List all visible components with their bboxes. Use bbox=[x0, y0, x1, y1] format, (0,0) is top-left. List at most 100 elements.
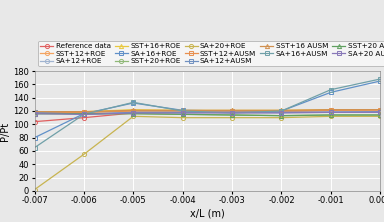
SST+20 AUSM bbox=[82, 112, 86, 115]
SST+20+ROE bbox=[32, 112, 37, 115]
SA+12+AUSM bbox=[131, 111, 136, 114]
SST+12+ROE bbox=[230, 110, 234, 112]
Line: SST+16+ROE: SST+16+ROE bbox=[33, 108, 382, 114]
SST+20 AUSM bbox=[131, 112, 136, 115]
SA+20+ROE bbox=[131, 115, 136, 118]
SST+16+ROE bbox=[378, 108, 382, 111]
Reference data bbox=[279, 110, 284, 113]
SST+12+AUSM bbox=[279, 110, 284, 112]
SA+16+ROE bbox=[279, 110, 284, 112]
SST+12+ROE bbox=[328, 109, 333, 112]
SA+12+ROE bbox=[131, 111, 136, 114]
SA+20 AUSM bbox=[180, 112, 185, 114]
SA+16+AUSM bbox=[131, 101, 136, 104]
SST+20 AUSM bbox=[378, 114, 382, 116]
SST+20+ROE bbox=[378, 114, 382, 116]
Reference data bbox=[32, 120, 37, 123]
SST+12+AUSM bbox=[180, 110, 185, 112]
SA+12+ROE bbox=[180, 111, 185, 114]
SA+12+ROE bbox=[328, 110, 333, 113]
Line: SA+16+ROE: SA+16+ROE bbox=[33, 79, 382, 140]
SST+12+ROE bbox=[378, 108, 382, 111]
SA+20 AUSM bbox=[131, 112, 136, 114]
SST+16+ROE bbox=[131, 108, 136, 111]
SST+16 AUSM bbox=[279, 109, 284, 112]
Line: SST+16 AUSM: SST+16 AUSM bbox=[33, 108, 382, 114]
SST+16 AUSM bbox=[82, 110, 86, 113]
SA+16+AUSM bbox=[230, 112, 234, 114]
Reference data bbox=[328, 110, 333, 112]
SA+12+AUSM bbox=[328, 111, 333, 114]
SA+20+ROE bbox=[378, 115, 382, 118]
SST+16 AUSM bbox=[378, 108, 382, 111]
SA+12+AUSM bbox=[32, 111, 37, 114]
SST+12+AUSM bbox=[378, 108, 382, 111]
Line: SST+20 AUSM: SST+20 AUSM bbox=[33, 112, 382, 118]
Reference data bbox=[131, 112, 136, 114]
SST+12+ROE bbox=[82, 111, 86, 114]
SA+16+ROE bbox=[131, 102, 136, 104]
SST+16 AUSM bbox=[230, 109, 234, 112]
SST+16+ROE bbox=[180, 109, 185, 112]
Line: SA+12+ROE: SA+12+ROE bbox=[33, 110, 382, 116]
Y-axis label: P/Pt: P/Pt bbox=[0, 121, 10, 141]
Reference data bbox=[82, 116, 86, 119]
SA+12+ROE bbox=[279, 111, 284, 114]
SST+12+AUSM bbox=[32, 111, 37, 114]
SA+16+AUSM bbox=[32, 146, 37, 149]
SA+20+ROE bbox=[328, 115, 333, 118]
SA+20 AUSM bbox=[378, 111, 382, 114]
SA+16+ROE bbox=[230, 110, 234, 112]
SST+16 AUSM bbox=[180, 109, 185, 112]
SST+12+ROE bbox=[131, 110, 136, 112]
SST+16 AUSM bbox=[32, 110, 37, 113]
SA+12+AUSM bbox=[279, 111, 284, 114]
Line: Reference data: Reference data bbox=[33, 109, 382, 124]
SST+12+AUSM bbox=[131, 110, 136, 112]
SST+16 AUSM bbox=[131, 109, 136, 112]
SA+20 AUSM bbox=[82, 113, 86, 116]
SA+12+AUSM bbox=[180, 111, 185, 114]
SA+20+ROE bbox=[32, 188, 37, 191]
SA+12+AUSM bbox=[378, 110, 382, 113]
SA+16+ROE bbox=[328, 91, 333, 94]
SST+20+ROE bbox=[230, 114, 234, 116]
Reference data bbox=[180, 111, 185, 114]
SA+16+AUSM bbox=[378, 78, 382, 80]
Line: SA+20 AUSM: SA+20 AUSM bbox=[33, 110, 382, 116]
SST+12+ROE bbox=[279, 110, 284, 112]
SST+20 AUSM bbox=[180, 113, 185, 116]
SA+20+ROE bbox=[180, 116, 185, 119]
Line: SA+12+AUSM: SA+12+AUSM bbox=[33, 110, 382, 116]
SA+16+AUSM bbox=[180, 110, 185, 112]
Reference data bbox=[230, 111, 234, 114]
SST+16+ROE bbox=[82, 110, 86, 113]
SA+20+ROE bbox=[230, 116, 234, 119]
SA+12+AUSM bbox=[82, 113, 86, 116]
Legend: Reference data, SST+12+ROE, SA+12+ROE, SST+16+ROE, SA+16+ROE, SST+20+ROE, SA+20+: Reference data, SST+12+ROE, SA+12+ROE, S… bbox=[38, 41, 384, 66]
SA+12+ROE bbox=[82, 112, 86, 115]
SST+20 AUSM bbox=[328, 114, 333, 116]
SST+16 AUSM bbox=[328, 108, 333, 111]
SA+16+ROE bbox=[180, 109, 185, 112]
X-axis label: x/L (m): x/L (m) bbox=[190, 208, 225, 218]
SA+16+AUSM bbox=[328, 88, 333, 91]
SST+16+ROE bbox=[328, 108, 333, 111]
SST+12+AUSM bbox=[328, 109, 333, 112]
SA+20 AUSM bbox=[230, 112, 234, 114]
Line: SA+20+ROE: SA+20+ROE bbox=[33, 114, 382, 192]
SST+20+ROE bbox=[131, 112, 136, 115]
SA+20+ROE bbox=[279, 116, 284, 119]
SST+16+ROE bbox=[32, 110, 37, 113]
SA+12+ROE bbox=[378, 110, 382, 113]
SST+12+AUSM bbox=[230, 110, 234, 112]
SST+16+ROE bbox=[279, 109, 284, 112]
Line: SST+12+AUSM: SST+12+AUSM bbox=[33, 108, 382, 114]
SA+12+ROE bbox=[32, 111, 37, 114]
Line: SST+20+ROE: SST+20+ROE bbox=[33, 112, 382, 118]
SST+20+ROE bbox=[180, 113, 185, 116]
SA+16+ROE bbox=[378, 80, 382, 82]
SST+12+AUSM bbox=[82, 111, 86, 114]
SST+16+ROE bbox=[230, 109, 234, 112]
SA+16+AUSM bbox=[279, 110, 284, 112]
